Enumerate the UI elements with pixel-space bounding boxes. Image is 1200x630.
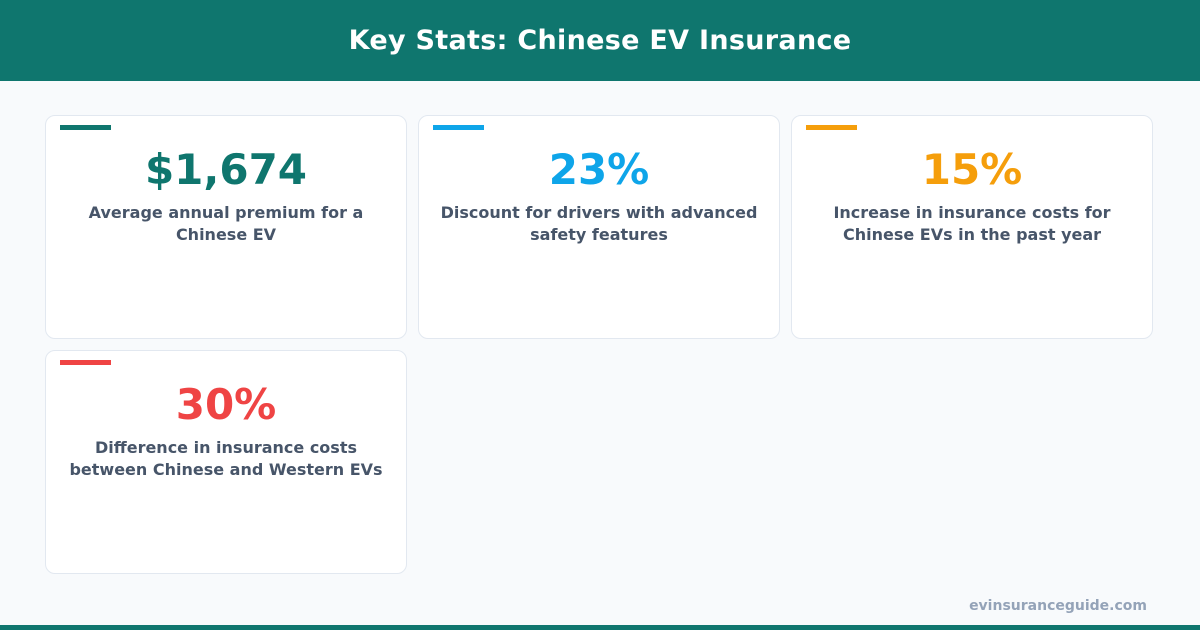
stat-label: Increase in insurance costs for Chinese …	[833, 203, 1111, 244]
card-accent-bar	[433, 125, 484, 130]
card-accent-bar	[60, 360, 111, 365]
stat-value: 30%	[175, 380, 277, 429]
stat-label: Average annual premium for a Chinese EV	[88, 203, 364, 244]
stat-card-cost-difference: 30% Difference in insurance costs betwee…	[45, 350, 407, 574]
page-title: Key Stats: Chinese EV Insurance	[348, 25, 852, 56]
card-accent-bar	[806, 125, 857, 130]
header-banner: Key Stats: Chinese EV Insurance	[0, 0, 1200, 81]
bottom-accent-bar	[0, 625, 1200, 630]
site-url: evinsuranceguide.com	[969, 598, 1147, 614]
stat-card-safety-discount: 23% Discount for drivers with advanced s…	[418, 115, 780, 339]
stat-label: Discount for drivers with advanced safet…	[440, 203, 758, 244]
stat-value: 15%	[921, 145, 1023, 194]
stat-card-cost-increase: 15% Increase in insurance costs for Chin…	[791, 115, 1153, 339]
stat-label: Difference in insurance costs between Ch…	[69, 438, 383, 479]
stat-card-average-premium: $1,674 Average annual premium for a Chin…	[45, 115, 407, 339]
stat-value: $1,674	[144, 145, 308, 194]
stat-value: 23%	[548, 145, 650, 194]
card-accent-bar	[60, 125, 111, 130]
